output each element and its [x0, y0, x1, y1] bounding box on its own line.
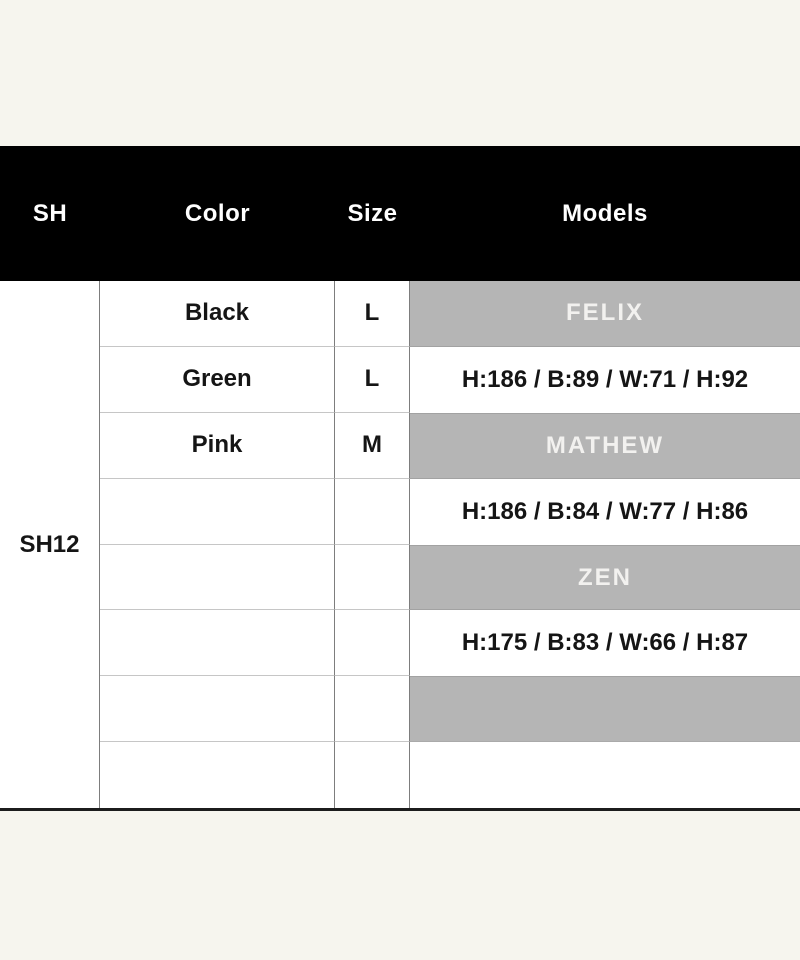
color-cell: [100, 478, 335, 545]
model-name-cell: [410, 676, 800, 743]
color-cell: Green: [100, 346, 335, 413]
table-header-row: SH Color Size Models: [0, 146, 800, 281]
size-cell: L: [335, 346, 410, 413]
size-cell: [335, 478, 410, 545]
model-name-cell: MATHEW: [410, 412, 800, 479]
table-body: SH12 Black L FELIX Green L H:186 / B:89 …: [0, 281, 800, 812]
header-cell-sh: SH: [32, 199, 68, 227]
model-name-cell: ZEN: [410, 544, 800, 611]
color-cell: [100, 610, 335, 677]
header-cell-size: Size: [347, 199, 398, 227]
header-cell-color: Color: [184, 199, 251, 227]
color-cell: Black: [100, 281, 335, 347]
model-measurements-cell: H:175 / B:83 / W:66 / H:87: [461, 629, 749, 657]
size-chart-table: SH Color Size Models SH12 Black L FELIX …: [0, 146, 800, 812]
size-cell: [335, 610, 410, 677]
size-cell: L: [335, 281, 410, 347]
size-cell: [335, 742, 410, 809]
header-cell-models: Models: [562, 199, 648, 227]
sh-code-cell: SH12: [0, 281, 100, 809]
color-cell: [100, 544, 335, 611]
size-cell: [335, 676, 410, 743]
model-measurements-cell: H:186 / B:84 / W:77 / H:86: [461, 497, 749, 525]
color-cell: [100, 742, 335, 809]
model-measurements-cell: H:186 / B:89 / W:71 / H:92: [461, 365, 749, 393]
size-cell: [335, 544, 410, 611]
model-name-cell: FELIX: [410, 281, 800, 347]
size-cell: M: [335, 412, 410, 479]
color-cell: [100, 676, 335, 743]
model-measurements-cell: [410, 742, 800, 808]
color-cell: Pink: [100, 412, 335, 479]
